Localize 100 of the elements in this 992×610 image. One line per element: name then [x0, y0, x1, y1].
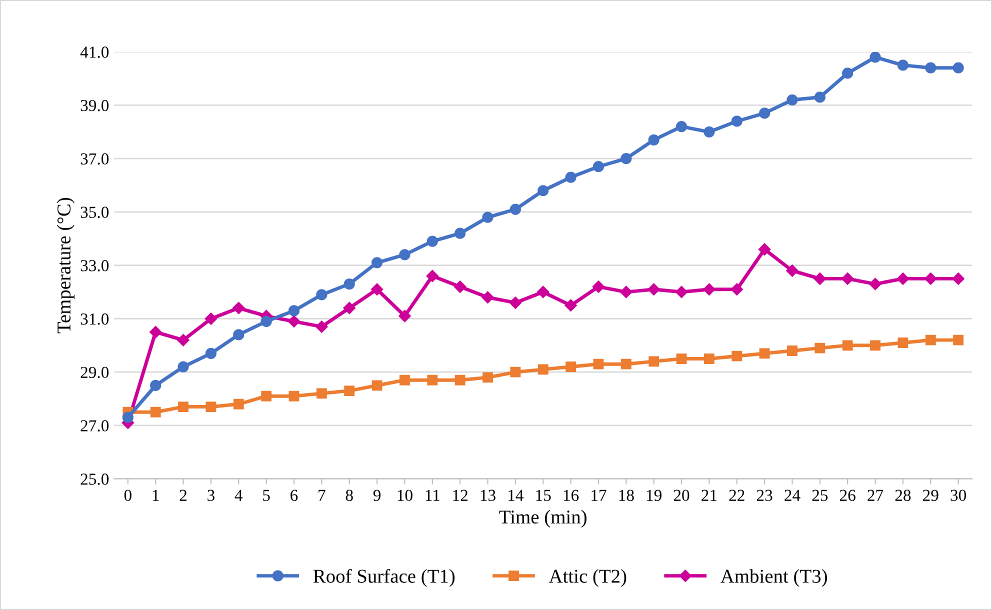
point	[372, 380, 382, 391]
point	[344, 386, 355, 396]
point	[786, 94, 798, 106]
x-tick-label: 19	[646, 490, 662, 501]
point	[565, 172, 576, 183]
point	[842, 68, 854, 79]
point	[288, 305, 300, 316]
point	[537, 286, 550, 298]
point	[787, 346, 798, 356]
point	[426, 270, 438, 282]
point	[758, 243, 771, 256]
point	[648, 356, 660, 367]
point	[454, 228, 466, 239]
point	[925, 334, 936, 346]
point	[232, 302, 245, 314]
x-tick-label: 16	[564, 490, 579, 501]
y-tick-label: 25.0	[80, 474, 109, 485]
point	[676, 354, 687, 364]
x-tick-label: 25	[812, 490, 828, 501]
legend-label: Ambient (T3)	[720, 569, 827, 587]
point	[870, 340, 880, 351]
point	[509, 296, 522, 309]
point	[178, 361, 189, 372]
x-tick-label: 23	[756, 490, 772, 501]
legend-label: Roof Surface (T1)	[313, 568, 455, 587]
x-tick-label: 14	[508, 490, 524, 501]
point	[150, 380, 162, 391]
point	[482, 212, 494, 223]
point	[233, 329, 244, 340]
point	[842, 272, 854, 285]
point	[261, 390, 272, 402]
point	[759, 348, 770, 359]
point	[896, 272, 910, 285]
point	[233, 398, 244, 410]
x-axis-title: Time (min)	[499, 510, 586, 528]
point	[150, 326, 162, 338]
x-tick-label: 0	[124, 490, 132, 501]
point	[538, 364, 548, 375]
point	[648, 283, 660, 296]
x-tick-label: 29	[923, 490, 938, 501]
point	[620, 358, 632, 370]
point	[786, 264, 798, 277]
x-tick-label: 28	[895, 490, 911, 501]
y-tick-label: 31.0	[80, 313, 109, 325]
x-tick-label: 12	[453, 490, 468, 501]
y-tick-label: 41.0	[80, 46, 109, 58]
y-tick-label: 39.0	[80, 100, 109, 112]
point	[592, 280, 605, 293]
point	[454, 280, 466, 293]
point	[150, 406, 161, 418]
point	[482, 372, 493, 383]
x-tick-label: 8	[346, 490, 353, 501]
point	[538, 185, 549, 196]
point	[316, 388, 327, 399]
point	[676, 121, 688, 132]
x-tick-label: 20	[674, 490, 690, 501]
point	[814, 342, 826, 354]
y-tick-label: 29.0	[80, 366, 109, 378]
y-tick-label: 33.0	[80, 260, 109, 272]
point	[564, 299, 577, 312]
x-tick-label: 13	[480, 490, 496, 501]
point	[316, 289, 328, 300]
point	[371, 257, 383, 268]
x-tick-label: 24	[784, 490, 800, 501]
point	[842, 340, 853, 351]
y-tick-label: 37.0	[80, 153, 109, 165]
x-tick-label: 9	[373, 490, 381, 501]
point	[924, 272, 937, 285]
point	[759, 108, 770, 119]
point	[592, 161, 604, 172]
x-tick-label: 2	[180, 490, 187, 501]
point	[482, 291, 494, 304]
point	[704, 126, 715, 138]
point	[178, 402, 188, 412]
point	[177, 334, 190, 346]
point	[704, 354, 714, 364]
x-tick-label: 7	[318, 490, 326, 501]
point	[206, 402, 216, 412]
point	[288, 315, 300, 328]
x-tick-label: 18	[619, 490, 634, 501]
x-tick-label: 22	[729, 490, 744, 501]
point	[620, 286, 632, 298]
x-tick-label: 5	[263, 490, 270, 501]
point	[400, 374, 410, 386]
point	[620, 153, 632, 164]
x-tick-label: 10	[398, 490, 412, 501]
point	[703, 283, 716, 296]
x-tick-label: 21	[702, 490, 717, 501]
point	[399, 249, 410, 260]
point	[426, 236, 438, 247]
point	[675, 286, 688, 298]
x-tick-label: 15	[536, 490, 551, 501]
y-axis-title: Temperature (°C)	[56, 198, 74, 334]
point	[869, 278, 882, 290]
point	[814, 272, 826, 285]
point	[344, 278, 355, 290]
y-tick-label: 27.0	[80, 420, 109, 432]
point	[398, 310, 411, 322]
point	[898, 338, 908, 348]
x-tick-label: 11	[426, 490, 440, 501]
